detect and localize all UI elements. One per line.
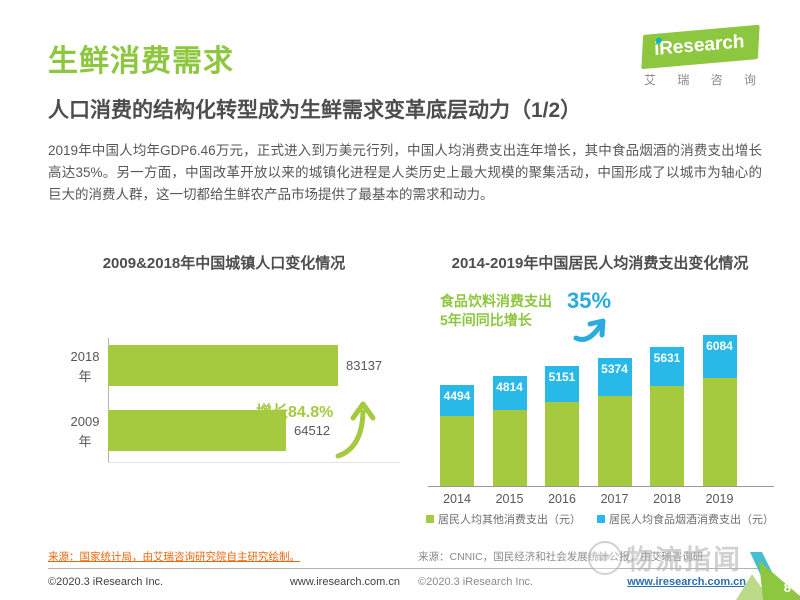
left-bar-category-2009: 2009 年: [70, 414, 100, 450]
page-title: 生鲜消费需求: [48, 45, 234, 78]
bar-2015-food: [492, 376, 527, 410]
bar-2016-food: [545, 366, 579, 402]
legend-swatch-1: [597, 515, 605, 523]
chart-consumption-expenditure: 2014-2019年中国居民人均消费支出变化情况 食品饮料消费支出 5年间同比增…: [420, 252, 780, 537]
left-source-note[interactable]: 来源：国家统计局，由艾瑞咨询研究院自主研究绘制。: [48, 551, 300, 563]
left-website[interactable]: www.iresearch.com.cn: [289, 576, 400, 588]
left-chart-plot-area: 2018 年 83137 2009 年 64512: [48, 252, 400, 484]
bar-2019-other: [702, 378, 737, 486]
bar-2017-food: [597, 358, 632, 396]
growth-arrow-icon: [335, 401, 376, 459]
x-label-2014: 2014: [443, 492, 471, 506]
right-website-link[interactable]: www.iresearch.com.cn: [627, 576, 746, 588]
footer-divider: [48, 568, 760, 569]
iresearch-logo: iResearch 艾 瑞 咨 询: [630, 24, 770, 88]
chart-urban-population: 2009&2018年中国城镇人口变化情况 2018 年 83137 2009 年 6451…: [48, 252, 400, 484]
bar-2019-food: [702, 335, 737, 378]
left-bar-value-2018: 83137: [346, 358, 383, 373]
bar-value-2017: 5374: [601, 362, 628, 376]
x-label-2019: 2019: [705, 492, 734, 506]
bar-2017-other: [597, 396, 632, 486]
right-source-note: 来源：CNNIC，国民经济和社会发展统计公报，由艾瑞咨询研: [418, 551, 704, 563]
bar-2018-food: [650, 347, 684, 386]
right-chart-legend: 居民人均其他消费支出（元） 居民人均食品烟酒消费支出（元）: [420, 511, 780, 527]
right-chart-plot-area: 4494 2014 4814 2015 5151 2016 5374 2017 5631 2018…: [420, 252, 780, 537]
left-bar-value-2009: 64512: [294, 423, 331, 438]
x-label-2018: 2018: [653, 492, 681, 506]
left-chart-title: 2009&2018年中国城镇人口变化情况: [102, 255, 346, 272]
iresearch-logo-badge: iResearch: [640, 24, 760, 70]
annotation-line2: 5年间同比增长: [440, 311, 532, 328]
bar-value-2015: 4814: [496, 380, 523, 394]
food-spending-annotation: 食品饮料消费支出 5年间同比增长: [440, 292, 552, 330]
left-bar-2009: [108, 410, 286, 451]
bar-2014-other: [440, 416, 474, 486]
bar-2018-other: [650, 386, 684, 486]
bar-2014-food: [440, 385, 474, 416]
legend-swatch-0: [426, 515, 434, 523]
right-chart-title: 2014-2019年中国居民人均消费支出变化情况: [451, 255, 749, 272]
left-chart-y-axis: [108, 338, 109, 462]
right-copyright: ©2020.3 iResearch Inc.: [418, 576, 534, 588]
bar-value-2014: 4494: [443, 389, 471, 403]
left-copyright: ©2020.3 iResearch Inc.: [48, 576, 164, 588]
bar-value-2019: 6084: [706, 339, 733, 353]
body-paragraph: 2019年中国人均年GDP6.46万元，正式进入到万美元行列，中国人均消费支出连…: [48, 143, 762, 202]
page-number: 8: [783, 580, 791, 595]
x-label-2015: 2015: [495, 492, 524, 506]
legend-label-1: 居民人均食品烟酒消费支出（元）: [609, 514, 774, 526]
bar-value-2016: 5151: [548, 370, 576, 384]
logo-chinese-name: 艾 瑞 咨 询: [643, 73, 765, 87]
right-chart-x-axis: [428, 486, 774, 487]
page-subtitle: 人口消费的结构化转型成为生鲜需求变革底层动力（1/2）: [48, 99, 582, 122]
blue-arrow-icon: [573, 318, 606, 342]
left-bar-category-2018: 2018 年: [70, 349, 100, 385]
growth-percentage: 35%: [567, 288, 612, 313]
growth-annotation: 增长84.8%: [256, 404, 334, 421]
x-label-2016: 2016: [548, 492, 576, 506]
bar-2015-other: [492, 410, 527, 486]
left-bar-2018: [108, 345, 338, 386]
logo-brand-rest: Research: [656, 31, 747, 60]
bar-value-2018: 5631: [653, 351, 681, 365]
legend-item-1: 居民人均食品烟酒消费支出（元）: [597, 511, 774, 527]
left-chart-baseline: [108, 462, 400, 463]
annotation-line1: 食品饮料消费支出: [440, 293, 552, 309]
legend-label-0: 居民人均其他消费支出（元）: [438, 514, 581, 526]
x-label-2017: 2017: [600, 492, 629, 506]
legend-item-0: 居民人均其他消费支出（元）: [426, 511, 581, 527]
bar-2016-other: [545, 402, 579, 486]
